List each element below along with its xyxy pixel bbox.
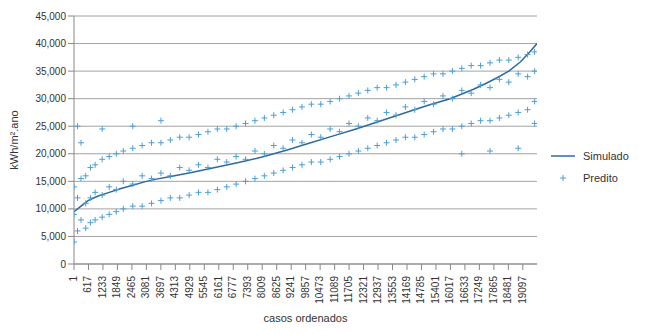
svg-text:17249: 17249 <box>473 276 484 304</box>
svg-text:11089: 11089 <box>329 276 340 304</box>
html-text:Predito: Predito <box>583 172 618 184</box>
svg-text:30,000: 30,000 <box>35 93 66 104</box>
svg-text:8009: 8009 <box>256 276 267 299</box>
svg-text:16017: 16017 <box>444 276 455 304</box>
svg-text:7393: 7393 <box>242 276 253 299</box>
svg-text:casos ordenados: casos ordenados <box>264 312 348 324</box>
svg-text:1233: 1233 <box>97 276 108 299</box>
svg-text:5545: 5545 <box>198 276 209 299</box>
svg-text:4313: 4313 <box>169 276 180 299</box>
svg-text:1849: 1849 <box>111 276 122 299</box>
svg-text:45,000: 45,000 <box>35 11 66 22</box>
svg-text:2465: 2465 <box>126 276 137 299</box>
svg-text:3697: 3697 <box>155 276 166 299</box>
svg-text:9241: 9241 <box>285 276 296 299</box>
svg-text:19097: 19097 <box>517 276 528 304</box>
svg-text:20,000: 20,000 <box>35 148 66 159</box>
svg-text:18481: 18481 <box>502 276 513 304</box>
svg-text:12321: 12321 <box>358 276 369 304</box>
svg-text:14169: 14169 <box>401 276 412 304</box>
svg-text:25,000: 25,000 <box>35 121 66 132</box>
svg-text:40,000: 40,000 <box>35 38 66 49</box>
svg-text:5,000: 5,000 <box>41 231 66 242</box>
svg-text:9857: 9857 <box>300 276 311 299</box>
svg-text:14785: 14785 <box>415 276 426 304</box>
svg-text:6161: 6161 <box>213 276 224 299</box>
svg-text:10473: 10473 <box>314 276 325 304</box>
svg-text:35,000: 35,000 <box>35 66 66 77</box>
svg-text:617: 617 <box>82 276 93 293</box>
svg-text:4929: 4929 <box>184 276 195 299</box>
svg-text:12937: 12937 <box>372 276 383 304</box>
svg-text:15401: 15401 <box>430 276 441 304</box>
html-text:Simulado: Simulado <box>583 150 629 162</box>
svg-text:10,000: 10,000 <box>35 203 66 214</box>
svg-text:11705: 11705 <box>343 276 354 304</box>
svg-text:17865: 17865 <box>488 276 499 304</box>
svg-text:16633: 16633 <box>459 276 470 304</box>
svg-text:6777: 6777 <box>227 276 238 299</box>
svg-text:8625: 8625 <box>271 276 282 299</box>
svg-text:0: 0 <box>60 259 66 270</box>
svg-text:1: 1 <box>68 276 79 282</box>
svg-text:3081: 3081 <box>140 276 151 299</box>
svg-text:15,000: 15,000 <box>35 176 66 187</box>
svg-text:kWh/m².ano: kWh/m².ano <box>8 110 20 169</box>
svg-text:13553: 13553 <box>387 276 398 304</box>
